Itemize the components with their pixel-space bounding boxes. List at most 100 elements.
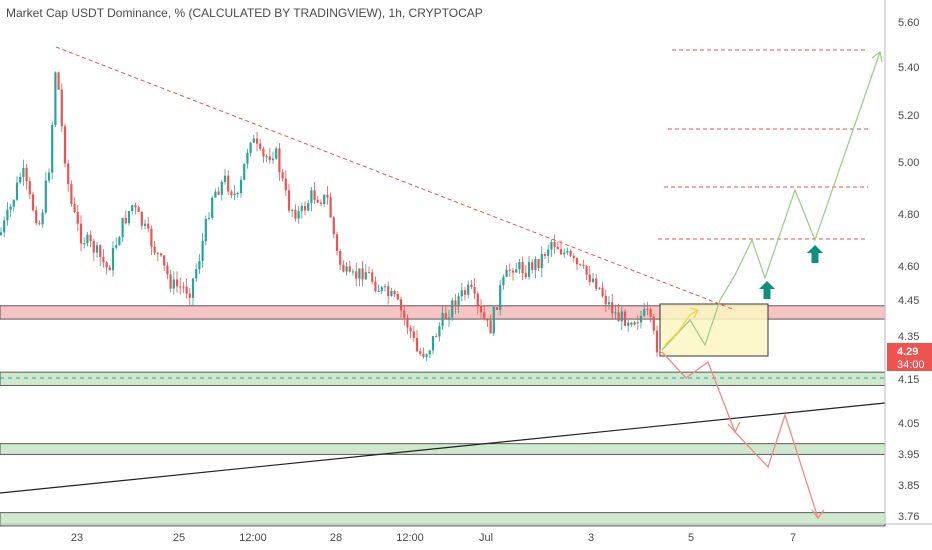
candle-body [156, 252, 159, 254]
candle-body [73, 204, 76, 212]
candle-body [220, 181, 223, 195]
candle-body [582, 264, 585, 266]
candle-body [540, 254, 543, 269]
x-tick-label: 25 [173, 532, 185, 544]
candle-body [47, 172, 51, 181]
candle-body [252, 138, 255, 143]
candle-body [51, 124, 54, 173]
candle-body [473, 286, 476, 294]
candle-body [300, 205, 303, 212]
y-tick-label: 3.76 [898, 511, 919, 523]
y-tick-label: 5.00 [898, 157, 919, 169]
projection-mid [664, 309, 699, 346]
arrowhead-up [871, 50, 883, 63]
x-tick-label: 7 [790, 532, 796, 544]
candle-body [0, 232, 3, 235]
candle-body [383, 286, 387, 288]
candle-body [28, 181, 31, 195]
candle-body [636, 322, 639, 324]
y-tick-label: 4.15 [898, 374, 919, 386]
candle-body [502, 276, 505, 286]
candle-body [99, 245, 102, 258]
candle-body [191, 278, 195, 298]
candle-body [611, 302, 614, 314]
candle-body [243, 163, 246, 180]
candle-body [70, 184, 73, 205]
candle-body [115, 245, 118, 248]
candle-body [403, 310, 406, 318]
marker-arrow-1 [759, 281, 775, 299]
candle-body [35, 210, 38, 224]
candle-body [22, 168, 25, 177]
candle-body [223, 175, 227, 182]
x-tick-label: 12:00 [239, 532, 267, 544]
candle-body [508, 269, 511, 271]
marker-arrow-2 [807, 245, 823, 263]
candle-body [486, 319, 489, 321]
candle-body [623, 311, 627, 326]
candle-body [143, 223, 147, 226]
candle-body [54, 72, 57, 125]
candle-body [185, 286, 188, 294]
chart-title: Market Cap USDT Dominance, % (CALCULATED… [6, 6, 483, 20]
candle-body [393, 291, 396, 295]
candle-body [515, 269, 518, 273]
candle-body [214, 191, 217, 198]
candle-body [575, 258, 579, 265]
candle-body [607, 302, 611, 305]
candle-body [201, 241, 204, 262]
candle-body [287, 190, 291, 211]
candle-body [159, 253, 163, 256]
y-tick-label: 3.95 [898, 449, 919, 461]
x-tick-label: 5 [688, 532, 694, 544]
candle-body [86, 234, 89, 244]
candle-body [307, 203, 310, 211]
candle-body [572, 255, 575, 259]
candle-body [620, 311, 623, 322]
candle-body [271, 158, 275, 161]
candle-body [236, 193, 239, 195]
candle-body [326, 194, 329, 198]
arrowhead-down [811, 509, 825, 520]
candle-body [492, 307, 495, 334]
candle-body [495, 307, 499, 310]
candle-body [553, 241, 556, 247]
candle-body [294, 209, 297, 219]
candle-body [601, 287, 604, 297]
candle-body [524, 273, 527, 277]
candle-body [470, 284, 473, 287]
y-tick-label: 4.45 [898, 295, 919, 307]
candle-body [406, 317, 409, 328]
y-tick-label: 5.40 [898, 62, 919, 74]
candle-body [44, 180, 47, 213]
candle-body [76, 211, 79, 224]
candle-body [121, 217, 124, 238]
candle-body [310, 190, 313, 204]
candle-body [89, 234, 92, 242]
candle-body [380, 287, 383, 292]
candle-body [207, 217, 211, 219]
candle-body [595, 278, 598, 289]
candle-body [108, 267, 111, 271]
candle-body [230, 191, 233, 196]
candle-body [643, 309, 646, 316]
x-tick-label: Jul [479, 532, 493, 544]
candle-body [585, 265, 588, 275]
candle-body [111, 247, 115, 271]
candle-body [275, 148, 278, 159]
candle-body [233, 193, 236, 196]
candle-body [390, 291, 393, 296]
candle-body [451, 300, 454, 318]
candle-body [547, 249, 550, 256]
candle-body [633, 322, 636, 325]
x-tick-label: 12:00 [396, 532, 424, 544]
candle-body [348, 266, 351, 272]
descending-trendline [55, 46, 736, 311]
candle-body [15, 182, 19, 200]
y-tick-label: 5.20 [898, 110, 919, 122]
candle-body [531, 262, 534, 270]
candle-body [489, 320, 492, 334]
support-zone-lower [0, 443, 886, 455]
candle-body [419, 351, 422, 354]
y-tick-label: 4.60 [898, 261, 919, 273]
